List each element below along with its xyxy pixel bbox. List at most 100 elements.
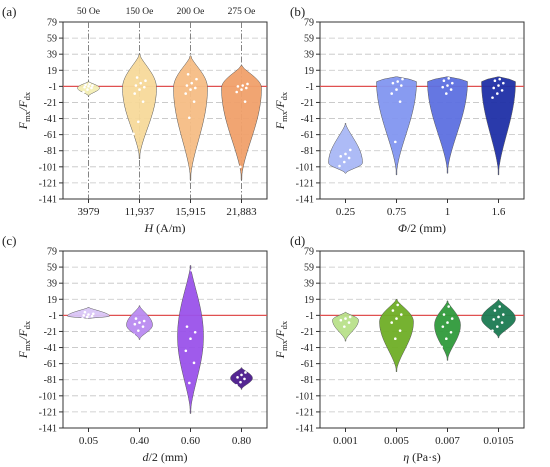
data-point bbox=[141, 100, 145, 103]
data-point bbox=[82, 90, 85, 94]
data-point bbox=[447, 77, 451, 80]
x-axis-label-unit: /2 (mm) bbox=[407, 221, 446, 235]
y-tick-label: -121 bbox=[296, 178, 314, 189]
data-point bbox=[243, 377, 246, 381]
x-tick-label: 0.001 bbox=[333, 435, 358, 447]
data-point bbox=[394, 140, 397, 144]
data-point bbox=[92, 312, 95, 316]
data-point bbox=[347, 321, 351, 324]
y-axis-label-part: /F bbox=[16, 100, 30, 112]
y-axis-label-part: F bbox=[273, 350, 287, 359]
data-point bbox=[183, 160, 186, 164]
y-tick-label: 19 bbox=[304, 66, 314, 77]
data-point bbox=[86, 315, 89, 319]
data-point bbox=[440, 345, 443, 349]
plot-frame bbox=[319, 250, 525, 429]
panel-label: (b) bbox=[290, 4, 305, 19]
x-tick-label: 0.007 bbox=[435, 435, 460, 447]
data-point bbox=[390, 321, 394, 324]
data-point bbox=[338, 333, 341, 336]
data-point bbox=[88, 82, 91, 86]
data-point bbox=[133, 92, 136, 95]
data-point bbox=[348, 315, 352, 319]
data-point bbox=[184, 92, 187, 95]
data-point bbox=[192, 361, 196, 365]
y-tick-label: -61 bbox=[301, 130, 314, 141]
y-tick-label: 39 bbox=[304, 50, 314, 61]
data-point bbox=[240, 373, 243, 377]
y-tick-label: 59 bbox=[304, 263, 314, 274]
data-point bbox=[449, 330, 453, 334]
y-tick-label: -61 bbox=[44, 130, 57, 141]
data-point bbox=[142, 319, 146, 323]
data-point bbox=[192, 100, 196, 103]
y-axis-label: Fmx/Fdx bbox=[273, 320, 289, 359]
x-tick-label: 0.25 bbox=[336, 206, 356, 218]
data-point bbox=[394, 337, 397, 340]
data-point bbox=[246, 82, 249, 86]
panel-a: 79 59 39 19 -1 -21 -41 -61 -81 -101 -121 -141 50 Oe 1… bbox=[2, 4, 268, 235]
x-axis-label: Φ/2 (mm) bbox=[398, 221, 446, 235]
data-point bbox=[338, 164, 341, 168]
y-axis-label-part: /F bbox=[16, 329, 30, 341]
violin-1 bbox=[379, 299, 414, 372]
data-point bbox=[87, 85, 90, 88]
data-point bbox=[137, 329, 140, 332]
y-tick-label: -81 bbox=[44, 146, 57, 157]
y-tick-label: -61 bbox=[44, 359, 57, 370]
data-point bbox=[82, 314, 85, 317]
data-point bbox=[144, 79, 147, 83]
data-point bbox=[83, 310, 87, 314]
y-tick-label: -141 bbox=[39, 424, 57, 435]
data-point bbox=[391, 309, 395, 312]
data-point bbox=[502, 81, 505, 85]
data-point bbox=[447, 305, 450, 308]
data-point bbox=[143, 85, 146, 89]
data-point bbox=[395, 88, 398, 91]
data-point bbox=[134, 84, 138, 87]
data-point bbox=[446, 84, 449, 87]
y-tick-label: -141 bbox=[296, 424, 314, 435]
field-annotation: 275 Oe bbox=[228, 7, 256, 17]
data-point bbox=[347, 156, 351, 160]
data-point bbox=[450, 317, 454, 320]
data-point bbox=[84, 83, 87, 87]
data-point bbox=[138, 88, 141, 91]
data-point bbox=[502, 313, 505, 316]
data-point bbox=[239, 165, 242, 169]
data-point bbox=[183, 397, 186, 401]
y-axis-label: Fmx/Fdx bbox=[16, 320, 32, 359]
x-axis-label-unit: (Pa·s) bbox=[409, 450, 441, 464]
y-tick-label: -1 bbox=[306, 311, 314, 322]
data-point bbox=[83, 85, 86, 89]
data-point bbox=[496, 92, 499, 95]
plot-frame bbox=[319, 21, 525, 200]
data-point bbox=[344, 317, 347, 320]
data-point bbox=[87, 313, 90, 316]
data-point bbox=[389, 361, 392, 365]
y-tick-label: -21 bbox=[44, 98, 57, 109]
x-axis-label-unit: /2 (mm) bbox=[149, 450, 188, 464]
data-point bbox=[244, 371, 247, 374]
y-axis-label-part: F bbox=[273, 121, 287, 130]
y-axis-label-part: F bbox=[16, 350, 30, 359]
y-tick-label: 79 bbox=[47, 18, 57, 29]
data-point bbox=[339, 318, 343, 322]
data-point bbox=[344, 152, 347, 156]
data-point bbox=[234, 172, 237, 176]
violin-3 bbox=[481, 299, 516, 339]
plot-frame bbox=[62, 250, 268, 429]
x-axis-label: d/2 (mm) bbox=[143, 450, 188, 464]
y-tick-label: 19 bbox=[47, 295, 57, 306]
violin-1 bbox=[376, 76, 417, 176]
violin-0 bbox=[328, 123, 363, 174]
y-tick-label: 39 bbox=[47, 50, 57, 61]
y-tick-label: 79 bbox=[47, 247, 57, 258]
y-tick-label: 59 bbox=[47, 263, 57, 274]
data-point bbox=[339, 155, 343, 158]
data-point bbox=[190, 269, 193, 272]
x-tick-label: 0.80 bbox=[232, 435, 252, 447]
x-tick-label: 1 bbox=[445, 206, 451, 218]
data-point bbox=[241, 84, 244, 87]
panel-label: (d) bbox=[290, 233, 305, 248]
